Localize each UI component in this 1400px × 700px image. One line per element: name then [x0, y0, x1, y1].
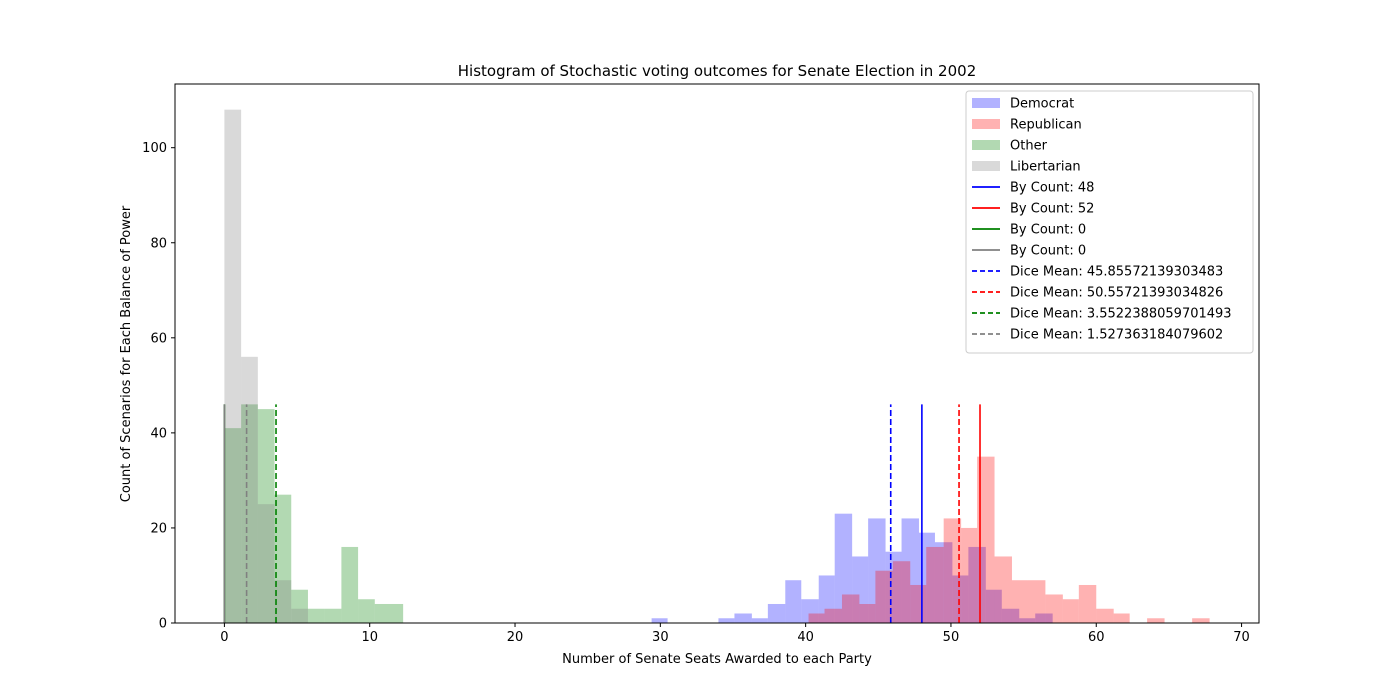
legend-label-4: By Count: 48 — [1010, 181, 1094, 196]
legend-label-0: Democrat — [1010, 97, 1074, 112]
x-axis-ticks: 0 10 20 30 40 50 60 70 — [220, 623, 1250, 645]
bar-democrat-13 — [918, 532, 935, 623]
y-tick-label-5: 100 — [142, 141, 167, 156]
legend-swatch-1 — [972, 119, 1000, 129]
bar-other-8 — [358, 599, 375, 623]
bar-democrat-11 — [885, 551, 902, 623]
bar-democrat-19 — [1019, 618, 1036, 623]
bar-republican-16 — [1078, 584, 1097, 623]
bar-democrat-10 — [868, 518, 886, 623]
y-tick-label-2: 40 — [150, 426, 167, 441]
bar-republican-9 — [961, 527, 978, 623]
bar-other-1 — [241, 404, 258, 623]
bar-democrat-5 — [785, 580, 802, 623]
x-tick-label-0: 0 — [220, 630, 228, 645]
x-tick-label-2: 20 — [507, 630, 524, 645]
bar-democrat-17 — [985, 589, 1002, 623]
bar-other-6 — [324, 608, 342, 623]
legend-swatch-2 — [972, 140, 1000, 150]
legend-swatch-0 — [972, 98, 1000, 108]
bar-republican-1 — [824, 608, 842, 623]
bar-democrat-1 — [718, 618, 735, 623]
x-axis-label: Number of Senate Seats Awarded to each P… — [562, 652, 872, 667]
bar-democrat-15 — [952, 575, 969, 623]
bar-libertarian-2 — [257, 504, 275, 623]
legend-label-10: Dice Mean: 3.5522388059701493 — [1010, 307, 1232, 322]
bar-democrat-8 — [834, 513, 853, 623]
bar-democrat-20 — [1035, 613, 1053, 623]
x-tick-label-1: 10 — [361, 630, 378, 645]
y-tick-label-1: 20 — [150, 521, 167, 536]
bar-republican-2 — [841, 594, 860, 623]
bar-libertarian-0 — [224, 109, 242, 624]
legend-label-7: By Count: 0 — [1010, 244, 1086, 259]
bar-republican-3 — [859, 603, 876, 623]
x-tick-label-3: 30 — [652, 630, 669, 645]
bar-republican-17 — [1096, 608, 1114, 623]
legend-label-8: Dice Mean: 45.85572139303483 — [1010, 265, 1223, 280]
legend-swatch-3 — [972, 161, 1000, 171]
bar-republican-8 — [943, 518, 962, 623]
bar-democrat-18 — [1001, 608, 1020, 623]
bar-republican-10 — [977, 456, 995, 623]
y-tick-label-3: 60 — [150, 331, 167, 346]
bar-democrat-7 — [818, 575, 835, 623]
bar-libertarian-3 — [274, 580, 292, 623]
plot-frame — [174, 83, 1260, 624]
bar-republican-13 — [1027, 580, 1046, 623]
legend-label-2: Other — [1010, 139, 1048, 154]
reference-lines — [223, 404, 981, 623]
bar-other-3 — [274, 494, 292, 623]
bar-democrat-6 — [801, 599, 819, 623]
bar-democrat-2 — [734, 613, 752, 623]
legend: Democrat Republican Other Libertarian By Cou… — [965, 90, 1254, 354]
bar-libertarian-1 — [241, 356, 258, 623]
bar-other-5 — [307, 608, 325, 623]
y-tick-label-4: 80 — [150, 236, 167, 251]
legend-label-1: Republican — [1010, 118, 1082, 133]
chart-title: Histogram of Stochastic voting outcomes … — [458, 62, 976, 80]
legend-label-5: By Count: 52 — [1010, 202, 1094, 217]
bar-republican-11 — [994, 556, 1012, 623]
bar-republican-12 — [1011, 580, 1028, 623]
bar-other-9 — [374, 603, 404, 623]
bar-other-7 — [341, 546, 359, 623]
bar-other-0 — [224, 428, 242, 623]
bar-democrat-12 — [901, 518, 919, 623]
histogram-bars — [224, 109, 1210, 624]
bar-republican-4 — [875, 570, 893, 623]
x-tick-label-5: 50 — [943, 630, 960, 645]
x-tick-label-6: 60 — [1088, 630, 1105, 645]
legend-label-3: Libertarian — [1010, 160, 1081, 175]
y-axis-label: Count of Scenarios for Each Balance of P… — [119, 205, 134, 502]
bar-democrat-9 — [852, 556, 869, 623]
bar-republican-0 — [808, 613, 825, 623]
bar-republican-19 — [1147, 618, 1165, 623]
bar-other-4 — [291, 589, 308, 623]
legend-label-9: Dice Mean: 50.55721393034826 — [1010, 286, 1223, 301]
bar-democrat-4 — [767, 603, 786, 623]
legend-label-6: By Count: 0 — [1010, 223, 1086, 238]
bar-republican-7 — [926, 546, 944, 623]
bar-republican-6 — [910, 584, 927, 623]
x-tick-label-4: 40 — [797, 630, 814, 645]
bar-republican-15 — [1062, 599, 1079, 623]
bar-other-2 — [257, 409, 275, 623]
bar-democrat-14 — [934, 542, 953, 623]
bar-democrat-3 — [751, 618, 768, 623]
y-tick-label-0: 0 — [159, 617, 167, 632]
legend-box — [965, 90, 1254, 354]
bar-republican-5 — [892, 561, 911, 623]
y-axis-ticks: 0 20 40 60 80 100 — [142, 141, 175, 632]
x-tick-label-7: 70 — [1233, 630, 1250, 645]
bar-republican-14 — [1045, 594, 1063, 623]
bar-democrat-16 — [968, 546, 986, 623]
bar-democrat-0 — [651, 618, 668, 623]
bar-republican-18 — [1113, 613, 1130, 623]
bar-libertarian-4 — [291, 608, 308, 623]
legend-label-11: Dice Mean: 1.527363184079602 — [1010, 328, 1223, 343]
bar-republican-20 — [1192, 618, 1210, 623]
